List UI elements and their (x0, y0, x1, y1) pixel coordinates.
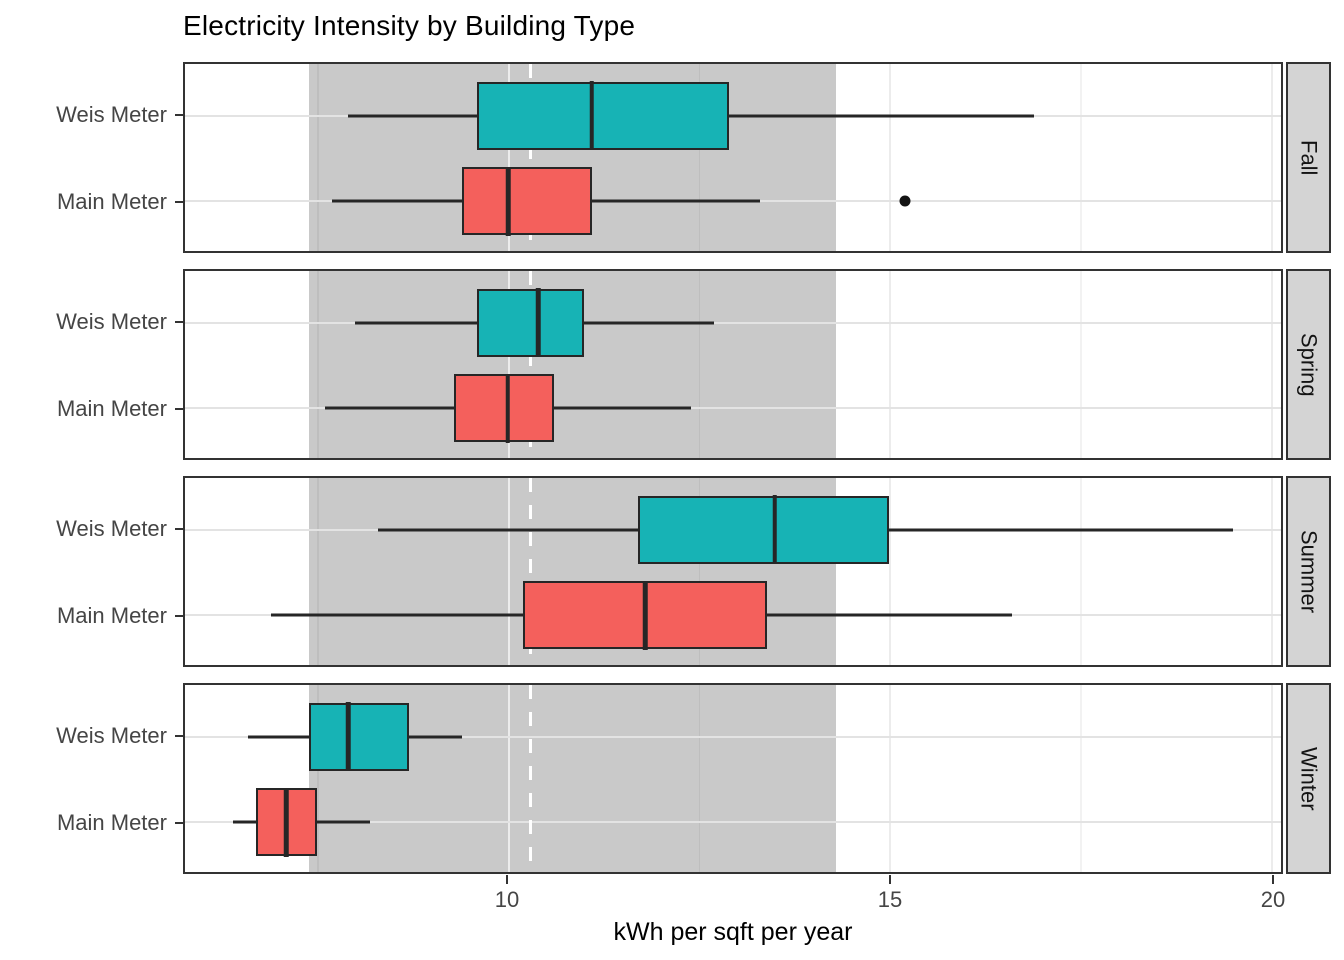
box-main-meter (523, 580, 768, 650)
y-axis-labels: Weis Meter Main Meter (0, 476, 183, 667)
box-weis-meter (637, 495, 890, 565)
x-axis-title: kWh per sqft per year (613, 918, 853, 946)
reference-dashed-line (529, 685, 533, 872)
major-gridline (1271, 64, 1274, 251)
x-axis-tick (1272, 875, 1275, 884)
major-gridline (507, 271, 510, 458)
y-axis-label: Weis Meter (56, 515, 167, 541)
x-axis-tick (889, 875, 892, 884)
minor-gridline (698, 478, 701, 665)
major-gridline (507, 478, 510, 665)
minor-gridline (1080, 64, 1082, 251)
facet-row-spring: Weis Meter Main Meter Spring (0, 269, 1331, 460)
x-axis-tick (506, 875, 509, 884)
x-axis-tick-label: 15 (877, 887, 903, 912)
facet-strip-label: Winter (1296, 746, 1322, 811)
y-axis-tick (175, 822, 183, 824)
major-gridline (889, 64, 892, 251)
reference-dashed-line (529, 64, 533, 251)
reference-dashed-line (529, 478, 533, 665)
minor-gridline (698, 271, 701, 458)
major-gridline (889, 271, 892, 458)
y-axis-label: Weis Meter (56, 308, 167, 334)
facet-strip-label: Spring (1296, 332, 1322, 397)
x-axis-tick-label: 10 (494, 887, 520, 912)
y-axis-tick (175, 113, 183, 116)
x-axis: 10 15 20 (183, 875, 1286, 925)
major-gridline (507, 685, 510, 872)
facet-strip-label: Fall (1296, 139, 1322, 176)
box-weis-meter (477, 288, 585, 358)
y-axis-tick (175, 615, 183, 617)
median-line (642, 580, 648, 650)
chart-title: Electricity Intensity by Building Type (183, 10, 636, 41)
major-gridline (1271, 478, 1274, 665)
major-gridline (889, 685, 892, 872)
facet-row-fall: Weis Meter Main Meter Fall (0, 62, 1331, 253)
box-weis-meter (477, 81, 730, 151)
y-axis-labels: Weis Meter Main Meter (0, 683, 183, 874)
row-gridline (185, 735, 1281, 738)
major-gridline (1271, 685, 1274, 872)
major-gridline (1271, 271, 1274, 458)
minor-gridline (698, 685, 701, 872)
median-line (772, 495, 778, 565)
facet-strip-spring: Spring (1286, 269, 1331, 460)
minor-gridline (317, 685, 319, 872)
y-axis-tick (175, 527, 183, 530)
facet-strip-label: Summer (1296, 529, 1322, 614)
outlier-point (899, 195, 911, 207)
facet-strip-winter: Winter (1286, 683, 1331, 874)
minor-gridline (1080, 478, 1082, 665)
plot-panel-spring (183, 269, 1283, 460)
facet-strip-fall: Fall (1286, 62, 1331, 253)
facet-row-summer: Weis Meter Main Meter Summer (0, 476, 1331, 667)
box-weis-meter (309, 702, 409, 772)
plot-panel-fall (183, 62, 1283, 253)
facet-row-winter: Weis Meter Main Meter Winter (0, 683, 1331, 874)
minor-gridline (1080, 271, 1082, 458)
box-main-meter (255, 787, 318, 857)
y-axis-tick (175, 320, 183, 323)
y-axis-labels: Weis Meter Main Meter (0, 62, 183, 253)
plot-panel-summer (183, 476, 1283, 667)
y-axis-label: Weis Meter (56, 722, 167, 748)
median-line (284, 787, 289, 857)
x-axis-tick-label: 20 (1260, 887, 1286, 912)
y-axis-tick (175, 734, 183, 737)
median-line (505, 373, 510, 443)
y-axis-labels: Weis Meter Main Meter (0, 269, 183, 460)
facet-strip-summer: Summer (1286, 476, 1331, 667)
box-main-meter (462, 166, 592, 236)
y-axis-label: Main Meter (56, 396, 167, 421)
major-gridline (889, 478, 892, 665)
row-gridline (185, 321, 1281, 324)
y-axis-label: Weis Meter (56, 101, 167, 127)
minor-gridline (317, 478, 319, 665)
plot-panel-winter (183, 683, 1283, 874)
row-gridline (185, 407, 1281, 410)
reference-dashed-line (529, 271, 533, 458)
minor-gridline (1080, 685, 1082, 872)
median-line (589, 81, 595, 151)
median-line (345, 702, 351, 772)
minor-gridline (317, 64, 319, 251)
y-axis-label: Main Meter (56, 189, 167, 214)
minor-gridline (698, 64, 701, 251)
y-axis-tick (175, 201, 183, 203)
minor-gridline (317, 271, 319, 458)
row-gridline (185, 821, 1281, 824)
median-line (535, 288, 541, 358)
y-axis-label: Main Meter (56, 810, 167, 835)
median-line (506, 166, 511, 236)
y-axis-tick (175, 408, 183, 410)
major-gridline (507, 64, 510, 251)
y-axis-label: Main Meter (56, 603, 167, 628)
box-main-meter (454, 373, 554, 443)
